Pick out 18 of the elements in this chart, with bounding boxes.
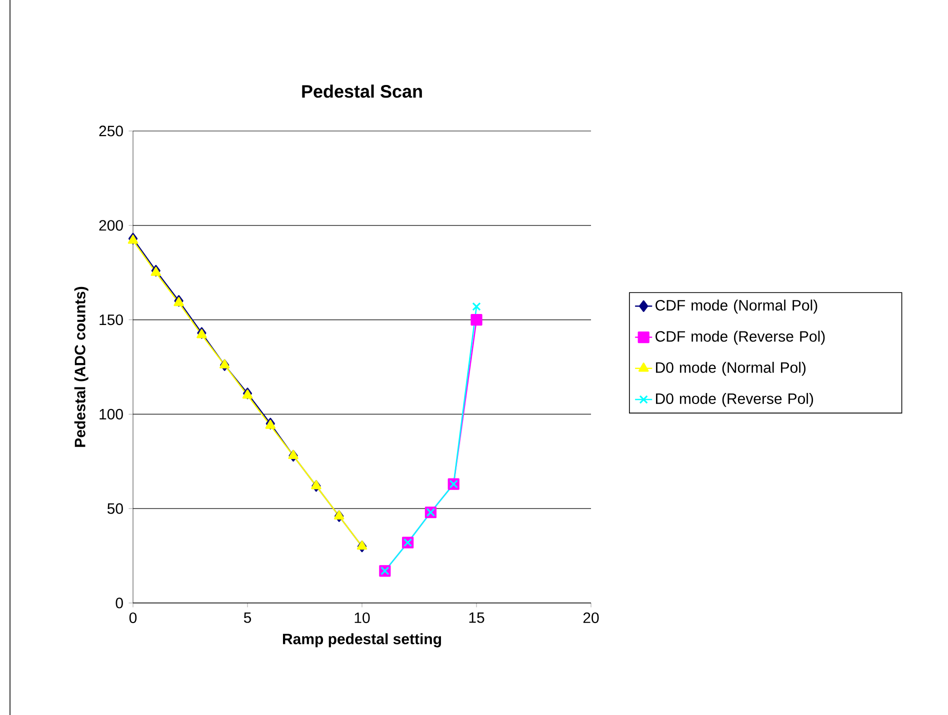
y-axis-title: Pedestal (ADC counts): [74, 286, 88, 447]
y-tick-label: 50: [107, 503, 123, 514]
legend-label: CDF mode (Normal Pol): [656, 300, 818, 314]
chart-title: Pedestal Scan: [302, 84, 422, 98]
x-tick-label: 20: [583, 612, 599, 624]
x-axis-title: Ramp pedestal setting: [282, 633, 441, 648]
y-tick-label: 200: [99, 220, 123, 231]
legend-label: D0 mode (Normal Pol): [656, 362, 806, 376]
x-tick-label: 15: [469, 612, 484, 623]
y-tick-label: 100: [100, 408, 123, 420]
x-tick-label: 5: [244, 612, 252, 623]
y-tick-label: 250: [99, 126, 123, 136]
legend-label: D0 mode (Reverse Pol): [656, 392, 814, 407]
y-tick-label: 150: [100, 314, 123, 326]
x-tick-label: 0: [129, 612, 137, 624]
legend-label: CDF mode (Reverse Pol): [656, 330, 825, 345]
y-tick-label: 0: [116, 598, 123, 608]
x-tick-label: 10: [354, 612, 370, 624]
